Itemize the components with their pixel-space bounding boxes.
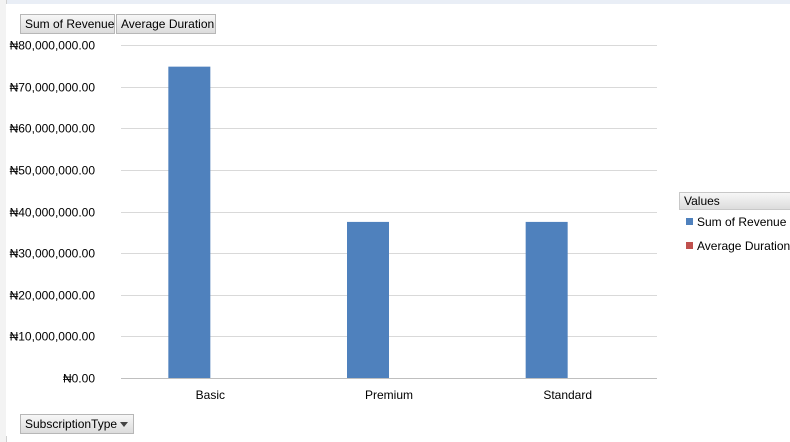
- bar-sum-of-revenue: [525, 221, 568, 378]
- legend-swatch: [686, 218, 693, 225]
- chart-plot: ₦0.00 ₦10,000,000.00 ₦20,000,000.00 ₦30,000…: [10, 39, 657, 402]
- y-tick-label: ₦50,000,000.00: [10, 164, 96, 178]
- legend-item-average-duration[interactable]: Average Duration: [686, 239, 790, 253]
- value-field-button-average-duration[interactable]: Average Duration: [116, 14, 216, 34]
- y-tick-label: ₦0.00: [63, 372, 95, 386]
- axis-field-button-subscription-type[interactable]: SubscriptionType: [20, 414, 134, 434]
- legend-label: Sum of Revenue: [697, 215, 787, 229]
- y-tick-label: ₦40,000,000.00: [10, 206, 96, 220]
- pivot-chart[interactable]: Sum of Revenue Average Duration ₦0.00 ₦10…: [6, 4, 790, 436]
- x-tick-label: Premium: [365, 388, 413, 402]
- legend-title: Values: [679, 192, 790, 210]
- value-field-label: Sum of Revenue: [25, 17, 115, 31]
- y-tick-label: ₦60,000,000.00: [10, 122, 96, 136]
- y-tick-label: ₦10,000,000.00: [10, 330, 96, 344]
- axis-field-label: SubscriptionType: [25, 417, 118, 431]
- bar-sum-of-revenue: [347, 221, 389, 378]
- y-tick-label: ₦70,000,000.00: [10, 81, 96, 95]
- legend-swatch: [686, 242, 693, 249]
- value-field-button-sum-of-revenue[interactable]: Sum of Revenue: [20, 14, 115, 34]
- y-tick-label: ₦20,000,000.00: [10, 289, 96, 303]
- y-tick-label: ₦80,000,000.00: [10, 39, 96, 53]
- x-tick-label: Basic: [196, 388, 225, 402]
- value-field-label: Average Duration: [121, 17, 215, 31]
- x-tick-label: Standard: [543, 388, 592, 402]
- bar-sum-of-revenue: [168, 66, 211, 378]
- legend-label: Average Duration: [697, 239, 790, 253]
- y-tick-label: ₦30,000,000.00: [10, 247, 96, 261]
- legend-item-sum-of-revenue[interactable]: Sum of Revenue: [686, 215, 786, 229]
- chevron-down-icon[interactable]: [120, 422, 128, 427]
